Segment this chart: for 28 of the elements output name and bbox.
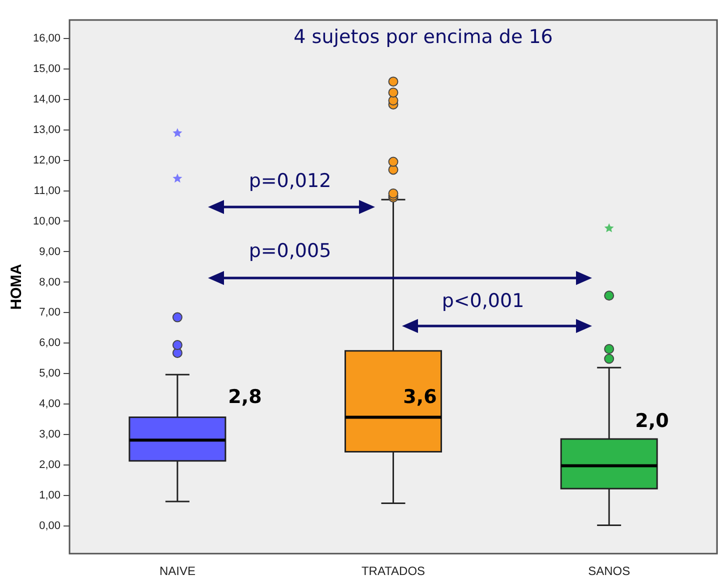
- y-tick-label: 0,00: [39, 520, 61, 532]
- annotation: 2,8: [228, 386, 262, 408]
- y-tick-label: 15,00: [32, 62, 61, 75]
- y-tick-label: 11,00: [34, 184, 61, 197]
- y-tick-label: 8,00: [39, 276, 61, 288]
- y-tick-label: 4,00: [39, 398, 61, 410]
- y-tick-label: 3,00: [39, 428, 61, 441]
- y-tick-label: 5,00: [39, 368, 61, 380]
- y-tick-label: 2,00: [39, 459, 61, 472]
- y-tick-label: 13,00: [32, 124, 61, 136]
- x-tick-label: TRATADOS: [361, 564, 426, 578]
- x-tick-label: NAIVE: [159, 564, 196, 578]
- y-tick-label: 1,00: [39, 490, 61, 502]
- annotation: p<0,001: [442, 290, 524, 312]
- annotation: p=0,005: [248, 240, 332, 262]
- y-tick-label: 12,00: [32, 154, 61, 166]
- x-tick-label: SANOS: [588, 564, 630, 578]
- annotation: 3,6: [403, 386, 437, 408]
- annotation: 2,0: [635, 410, 669, 432]
- y-tick-label: 6,00: [39, 337, 61, 350]
- y-tick-label: 9,00: [39, 246, 61, 258]
- y-tick-label: 16,00: [32, 32, 61, 44]
- y-tick-label: 7,00: [39, 306, 61, 319]
- chart-title: 4 sujetos por encima de 16: [294, 26, 553, 48]
- annotation: p=0,012: [248, 170, 332, 192]
- y-tick-label: 14,00: [32, 93, 61, 106]
- y-axis-title: HOMA: [8, 264, 26, 310]
- y-tick-label: 10,00: [32, 215, 61, 228]
